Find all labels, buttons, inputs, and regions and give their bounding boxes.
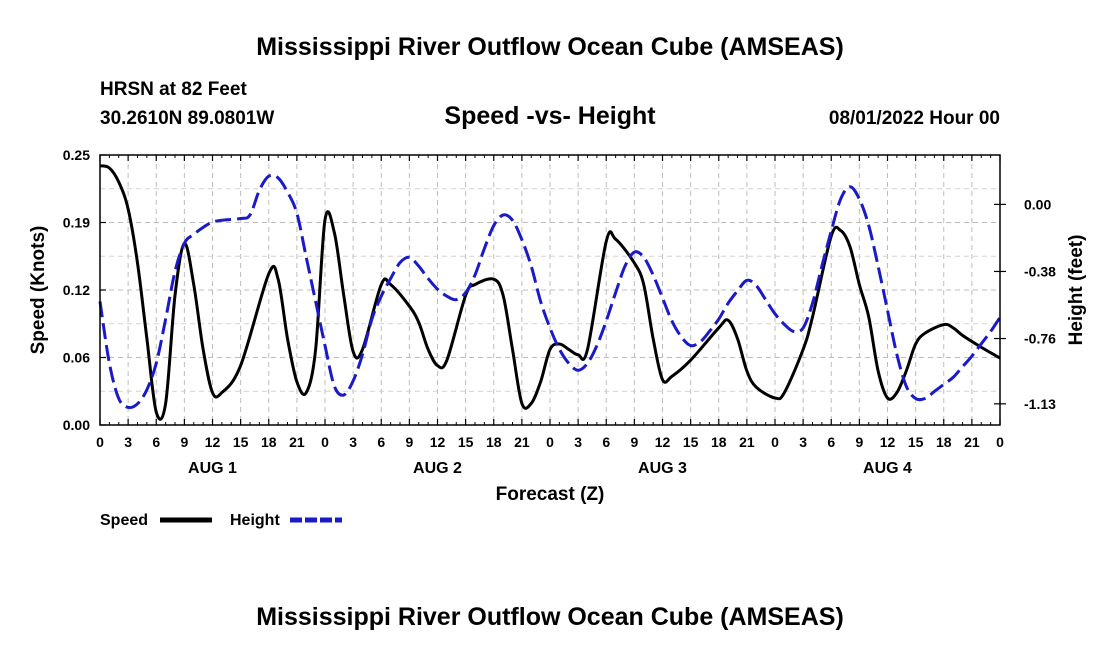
day-label: AUG 2: [413, 460, 462, 477]
footer-title: Mississippi River Outflow Ocean Cube (AM…: [256, 603, 844, 631]
legend-height-label: Height: [230, 512, 280, 529]
series-lines: [98, 164, 1002, 421]
x-tick-label: 21: [514, 434, 530, 450]
y2-tick-label: -1.13: [1024, 396, 1056, 412]
x-tick-label: 15: [233, 434, 249, 450]
series-line-height: [98, 173, 1002, 410]
x-tick-label: 18: [711, 434, 727, 450]
station-label: HRSN at 82 Feet: [100, 79, 247, 100]
main-title: Mississippi River Outflow Ocean Cube (AM…: [256, 33, 844, 61]
y-tick-label: 0.12: [63, 282, 90, 298]
x-tick-label: 6: [377, 434, 385, 450]
y-tick-label: 0.19: [63, 215, 90, 231]
date-label: 08/01/2022 Hour 00: [829, 108, 1000, 129]
x-tick-label: 21: [289, 434, 305, 450]
day-label: AUG 4: [863, 460, 912, 477]
x-tick-label: 15: [458, 434, 474, 450]
coordinates-label: 30.2610N 89.0801W: [100, 108, 274, 129]
x-tick-label: 9: [180, 434, 188, 450]
x-tick-label: 21: [964, 434, 980, 450]
x-tick-label: 9: [630, 434, 638, 450]
x-tick-label: 0: [771, 434, 779, 450]
x-tick-label: 12: [205, 434, 221, 450]
x-tick-label: 0: [321, 434, 329, 450]
x-tick-label: 0: [546, 434, 554, 450]
x-tick-label: 9: [405, 434, 413, 450]
x-tick-label: 6: [602, 434, 610, 450]
series-line-speed: [99, 164, 1001, 421]
x-tick-label: 6: [152, 434, 160, 450]
x-tick-label: 18: [486, 434, 502, 450]
x-tick-label: 3: [799, 434, 807, 450]
y2-tick-label: 0.00: [1024, 196, 1051, 212]
y-tick-label: 0.00: [63, 417, 90, 433]
x-axis-label: Forecast (Z): [496, 484, 605, 505]
x-tick-label: 3: [349, 434, 357, 450]
y2-axis-label: Height (feet): [1066, 235, 1087, 346]
x-tick-label: 3: [124, 434, 132, 450]
y-axis-label: Speed (Knots): [28, 226, 49, 355]
grid: [100, 155, 1000, 425]
x-tick-label: 12: [430, 434, 446, 450]
axes: 0 3 6 9 12 15 18 21 0 3 6 9 12 15 18 21 0 3 6 9 12 15 18 21 0 3 6 9…: [63, 147, 1056, 477]
day-label: AUG 3: [638, 460, 687, 477]
x-tick-label: 0: [996, 434, 1004, 450]
chart-title: Speed -vs- Height: [444, 102, 656, 130]
legend: Speed Height: [100, 512, 342, 529]
x-tick-label: 18: [936, 434, 952, 450]
x-tick-label: 12: [880, 434, 896, 450]
x-tick-label: 15: [683, 434, 699, 450]
x-tick-label: 15: [908, 434, 924, 450]
legend-speed-label: Speed: [100, 512, 148, 529]
x-tick-label: 9: [855, 434, 863, 450]
y2-tick-label: -0.76: [1024, 331, 1056, 347]
x-tick-label: 18: [261, 434, 277, 450]
x-tick-label: 3: [574, 434, 582, 450]
y2-tick-label: -0.38: [1024, 263, 1056, 279]
x-tick-label: 6: [827, 434, 835, 450]
x-tick-label: 21: [739, 434, 755, 450]
y-tick-label: 0.25: [63, 147, 90, 163]
x-tick-label: 12: [655, 434, 671, 450]
day-label: AUG 1: [188, 460, 237, 477]
y-tick-label: 0.06: [63, 350, 90, 366]
x-tick-label: 0: [96, 434, 104, 450]
